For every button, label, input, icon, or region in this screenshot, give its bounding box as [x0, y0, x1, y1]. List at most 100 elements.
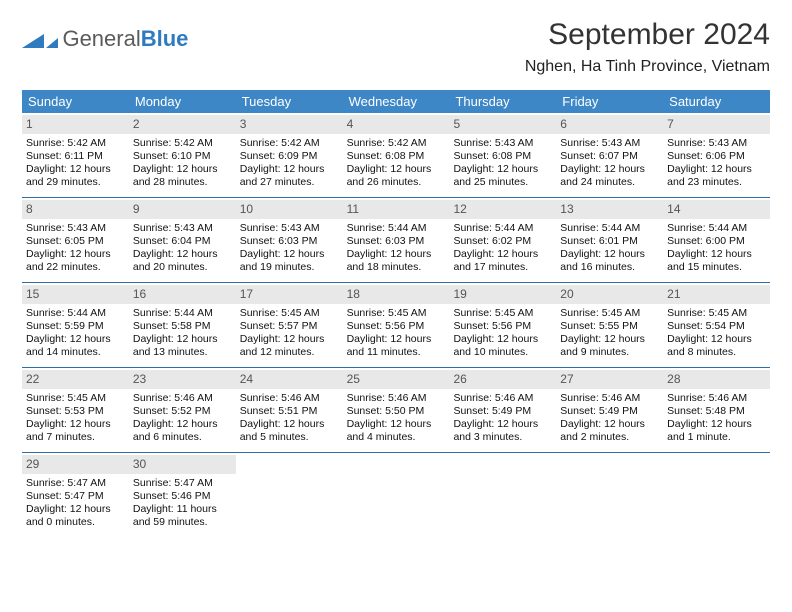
day-number: 16 [129, 285, 236, 304]
calendar-week: 8Sunrise: 5:43 AMSunset: 6:05 PMDaylight… [22, 198, 770, 283]
daylight-text: Daylight: 12 hours [453, 333, 552, 346]
calendar-cell: 26Sunrise: 5:46 AMSunset: 5:49 PMDayligh… [449, 368, 556, 452]
day-number: 24 [236, 370, 343, 389]
daylight-text: Daylight: 12 hours [560, 333, 659, 346]
day-number: 18 [343, 285, 450, 304]
calendar-cell: 7Sunrise: 5:43 AMSunset: 6:06 PMDaylight… [663, 113, 770, 197]
daylight-text: and 6 minutes. [133, 431, 232, 444]
calendar-cell: 27Sunrise: 5:46 AMSunset: 5:49 PMDayligh… [556, 368, 663, 452]
calendar-cell: 11Sunrise: 5:44 AMSunset: 6:03 PMDayligh… [343, 198, 450, 282]
sunrise-text: Sunrise: 5:43 AM [453, 137, 552, 150]
daylight-text: and 14 minutes. [26, 346, 125, 359]
day-number: 2 [129, 115, 236, 134]
sunset-text: Sunset: 5:55 PM [560, 320, 659, 333]
sunrise-text: Sunrise: 5:44 AM [667, 222, 766, 235]
day-number: 4 [343, 115, 450, 134]
daylight-text: and 25 minutes. [453, 176, 552, 189]
sunrise-text: Sunrise: 5:43 AM [240, 222, 339, 235]
calendar-week: 1Sunrise: 5:42 AMSunset: 6:11 PMDaylight… [22, 113, 770, 198]
weekday-label: Thursday [449, 90, 556, 113]
sunset-text: Sunset: 5:59 PM [26, 320, 125, 333]
day-number: 15 [22, 285, 129, 304]
weekday-header: Sunday Monday Tuesday Wednesday Thursday… [22, 90, 770, 113]
weekday-label: Monday [129, 90, 236, 113]
daylight-text: and 9 minutes. [560, 346, 659, 359]
sunrise-text: Sunrise: 5:45 AM [26, 392, 125, 405]
title-block: September 2024 Nghen, Ha Tinh Province, … [525, 18, 770, 76]
sunset-text: Sunset: 6:08 PM [347, 150, 446, 163]
sunset-text: Sunset: 6:06 PM [667, 150, 766, 163]
daylight-text: and 17 minutes. [453, 261, 552, 274]
day-number: 23 [129, 370, 236, 389]
sunset-text: Sunset: 6:02 PM [453, 235, 552, 248]
calendar-cell: 5Sunrise: 5:43 AMSunset: 6:08 PMDaylight… [449, 113, 556, 197]
calendar-cell [556, 453, 663, 537]
daylight-text: and 0 minutes. [26, 516, 125, 529]
sunrise-text: Sunrise: 5:45 AM [240, 307, 339, 320]
daylight-text: Daylight: 12 hours [26, 248, 125, 261]
sunset-text: Sunset: 5:48 PM [667, 405, 766, 418]
weekday-label: Sunday [22, 90, 129, 113]
daylight-text: and 59 minutes. [133, 516, 232, 529]
day-number: 22 [22, 370, 129, 389]
calendar-week: 22Sunrise: 5:45 AMSunset: 5:53 PMDayligh… [22, 368, 770, 453]
daylight-text: Daylight: 12 hours [26, 503, 125, 516]
sunset-text: Sunset: 6:03 PM [347, 235, 446, 248]
daylight-text: Daylight: 12 hours [667, 418, 766, 431]
sunrise-text: Sunrise: 5:46 AM [347, 392, 446, 405]
daylight-text: Daylight: 12 hours [133, 163, 232, 176]
day-number: 19 [449, 285, 556, 304]
day-number: 11 [343, 200, 450, 219]
day-number: 25 [343, 370, 450, 389]
sunset-text: Sunset: 6:04 PM [133, 235, 232, 248]
sunrise-text: Sunrise: 5:43 AM [560, 137, 659, 150]
sunset-text: Sunset: 6:01 PM [560, 235, 659, 248]
sunrise-text: Sunrise: 5:44 AM [133, 307, 232, 320]
sunset-text: Sunset: 5:52 PM [133, 405, 232, 418]
calendar-cell: 15Sunrise: 5:44 AMSunset: 5:59 PMDayligh… [22, 283, 129, 367]
day-number: 12 [449, 200, 556, 219]
daylight-text: and 27 minutes. [240, 176, 339, 189]
daylight-text: and 11 minutes. [347, 346, 446, 359]
sunrise-text: Sunrise: 5:44 AM [453, 222, 552, 235]
day-number: 20 [556, 285, 663, 304]
sunset-text: Sunset: 5:51 PM [240, 405, 339, 418]
daylight-text: and 13 minutes. [133, 346, 232, 359]
sunrise-text: Sunrise: 5:45 AM [667, 307, 766, 320]
day-number: 5 [449, 115, 556, 134]
daylight-text: Daylight: 12 hours [133, 418, 232, 431]
daylight-text: Daylight: 12 hours [133, 333, 232, 346]
daylight-text: Daylight: 12 hours [560, 418, 659, 431]
calendar-cell [663, 453, 770, 537]
sunrise-text: Sunrise: 5:45 AM [453, 307, 552, 320]
calendar-cell: 21Sunrise: 5:45 AMSunset: 5:54 PMDayligh… [663, 283, 770, 367]
calendar-cell [449, 453, 556, 537]
calendar-week: 29Sunrise: 5:47 AMSunset: 5:47 PMDayligh… [22, 453, 770, 537]
daylight-text: and 19 minutes. [240, 261, 339, 274]
calendar-cell: 8Sunrise: 5:43 AMSunset: 6:05 PMDaylight… [22, 198, 129, 282]
day-number: 28 [663, 370, 770, 389]
sunset-text: Sunset: 6:03 PM [240, 235, 339, 248]
daylight-text: and 15 minutes. [667, 261, 766, 274]
daylight-text: Daylight: 12 hours [347, 333, 446, 346]
logo-triangle-icon [22, 30, 58, 48]
sunset-text: Sunset: 6:10 PM [133, 150, 232, 163]
daylight-text: and 26 minutes. [347, 176, 446, 189]
day-number: 27 [556, 370, 663, 389]
day-number: 9 [129, 200, 236, 219]
calendar-cell: 4Sunrise: 5:42 AMSunset: 6:08 PMDaylight… [343, 113, 450, 197]
sunset-text: Sunset: 5:46 PM [133, 490, 232, 503]
day-number: 30 [129, 455, 236, 474]
sunrise-text: Sunrise: 5:42 AM [26, 137, 125, 150]
sunset-text: Sunset: 6:05 PM [26, 235, 125, 248]
sunset-text: Sunset: 6:00 PM [667, 235, 766, 248]
weekday-label: Saturday [663, 90, 770, 113]
daylight-text: and 18 minutes. [347, 261, 446, 274]
sunset-text: Sunset: 5:49 PM [453, 405, 552, 418]
brand-text-1: General [62, 26, 140, 51]
sunrise-text: Sunrise: 5:46 AM [240, 392, 339, 405]
daylight-text: Daylight: 12 hours [133, 248, 232, 261]
sunset-text: Sunset: 5:56 PM [453, 320, 552, 333]
calendar-cell: 24Sunrise: 5:46 AMSunset: 5:51 PMDayligh… [236, 368, 343, 452]
day-number: 7 [663, 115, 770, 134]
